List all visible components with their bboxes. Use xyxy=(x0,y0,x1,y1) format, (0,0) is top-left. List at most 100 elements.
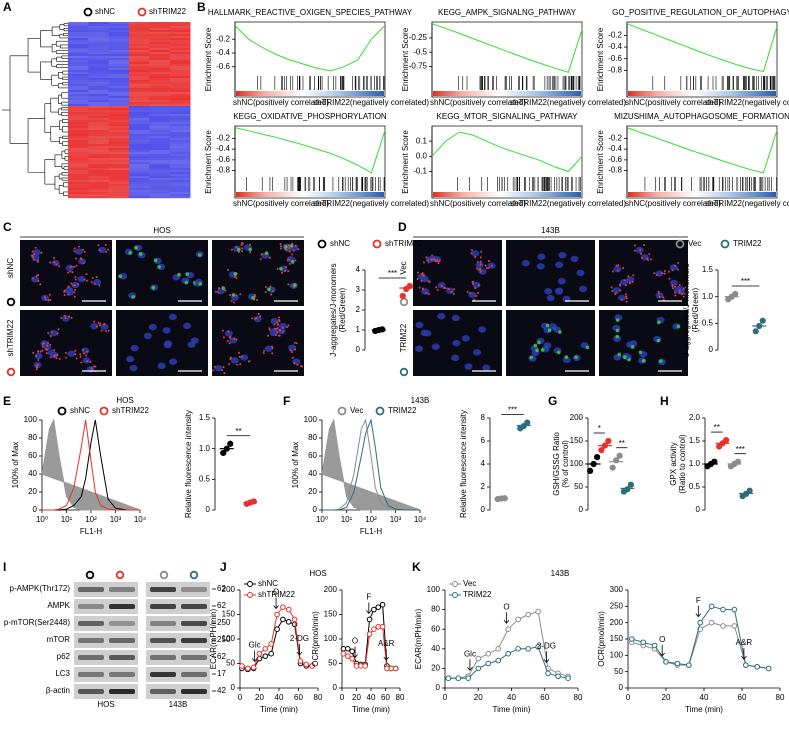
heatmap-cell xyxy=(129,82,150,85)
heatmap-cell xyxy=(169,96,191,99)
heatmap-cell xyxy=(129,38,150,41)
mito-red xyxy=(286,326,289,329)
heatmap-cell xyxy=(129,140,150,143)
heatmap-cell xyxy=(108,50,130,53)
mito-red xyxy=(284,269,287,272)
y-tick-label: 6 xyxy=(481,436,486,445)
heatmap-cell xyxy=(68,98,89,101)
heatmap-cell xyxy=(108,194,130,197)
data-point xyxy=(651,642,658,649)
mito-red xyxy=(616,269,619,272)
heatmap-cell xyxy=(129,32,150,35)
heatmap-cell xyxy=(169,134,191,137)
row-marker xyxy=(399,297,409,307)
heatmap-cell xyxy=(129,148,150,151)
heatmap-cell xyxy=(68,166,89,169)
heatmap-cell xyxy=(108,86,130,89)
nucleus xyxy=(74,248,83,255)
heatmap-cell xyxy=(68,106,89,109)
enrichment-curve xyxy=(431,23,583,73)
blot-band xyxy=(109,638,135,643)
blot-band xyxy=(150,672,176,677)
heatmap-cell xyxy=(169,62,191,65)
nucleus xyxy=(626,276,635,283)
panel-label: E xyxy=(3,394,11,408)
mito-red xyxy=(487,266,490,269)
heatmap-cell xyxy=(169,86,191,89)
heatmap-cell xyxy=(169,192,191,195)
heatmap-cell xyxy=(129,132,150,135)
data-point xyxy=(754,663,761,670)
x-tick-label: 20 xyxy=(352,693,361,702)
mito-red xyxy=(40,251,43,254)
injection-label: F xyxy=(696,596,701,605)
heatmap-cell xyxy=(108,32,130,35)
nucleus xyxy=(451,354,460,362)
heatmap-cell xyxy=(149,120,171,123)
row-label: shTRIM22 xyxy=(6,319,15,356)
heatmap-cell xyxy=(129,196,150,199)
mito-green xyxy=(284,244,288,249)
nucleus xyxy=(119,273,128,280)
heatmap-cell xyxy=(169,54,191,57)
data-point xyxy=(250,664,257,671)
heatmap-cell xyxy=(88,104,110,107)
heatmap-cell xyxy=(169,150,191,153)
mito-red xyxy=(444,286,447,289)
heatmap-cell xyxy=(149,90,171,93)
mito-red xyxy=(667,270,670,273)
heatmap-cell xyxy=(108,34,130,37)
heatmap-cell xyxy=(169,174,191,177)
data-point xyxy=(535,608,541,615)
nucleus xyxy=(264,345,273,352)
rank-colorbar xyxy=(433,91,581,96)
data-point xyxy=(262,653,269,659)
heatmap-cell xyxy=(68,68,89,71)
nucleus xyxy=(126,355,135,363)
y-tick-label: -0.6 xyxy=(608,155,622,164)
heatmap-cell xyxy=(129,94,150,97)
mito-red xyxy=(104,330,107,333)
mito-red xyxy=(74,349,77,352)
mito-red xyxy=(75,257,78,260)
enrichment-curve xyxy=(234,25,386,72)
heatmap-cell xyxy=(149,66,171,69)
legend-marker xyxy=(452,592,458,598)
heatmap-cell xyxy=(169,112,191,115)
heatmap-cell xyxy=(68,184,89,187)
heatmap-cell xyxy=(149,44,171,47)
heatmap-cell xyxy=(149,26,171,29)
heatmap-cell xyxy=(68,156,89,159)
mito-red xyxy=(479,260,482,263)
mito-green xyxy=(657,320,661,325)
mito-red xyxy=(49,356,52,359)
heatmap-cell xyxy=(169,188,191,191)
mito-red xyxy=(264,285,267,288)
heatmap-cell xyxy=(88,52,110,55)
x-tick-label: 40 xyxy=(700,693,709,702)
mito-red xyxy=(247,360,250,363)
mito-red xyxy=(259,315,262,318)
heatmap-cell xyxy=(68,80,89,83)
mito-red xyxy=(662,298,665,301)
mito-green xyxy=(231,293,236,297)
heatmap-cell xyxy=(108,98,130,101)
y-tick-label: 40 xyxy=(308,469,317,478)
nucleus xyxy=(669,264,678,271)
data-point xyxy=(605,437,612,445)
data-point xyxy=(765,665,772,672)
panel-label: C xyxy=(3,220,12,234)
mito-red xyxy=(611,289,614,292)
mito-red xyxy=(430,258,433,261)
heatmap-cell xyxy=(88,134,110,137)
y-axis-label: Relative fluorescence intensity xyxy=(459,410,468,518)
mito-red xyxy=(477,284,480,287)
lane-marker xyxy=(159,570,169,580)
mito-red xyxy=(81,248,84,251)
heatmap-cell xyxy=(68,138,89,141)
mito-red xyxy=(657,290,660,293)
mito-red xyxy=(74,278,77,281)
mito-green xyxy=(533,343,538,348)
legend-label: Vec xyxy=(688,239,701,248)
mito-red xyxy=(422,287,425,290)
